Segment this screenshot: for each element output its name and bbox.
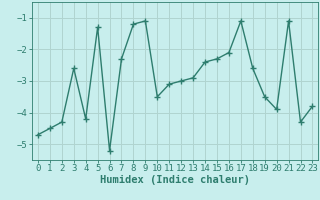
X-axis label: Humidex (Indice chaleur): Humidex (Indice chaleur)	[100, 175, 250, 185]
